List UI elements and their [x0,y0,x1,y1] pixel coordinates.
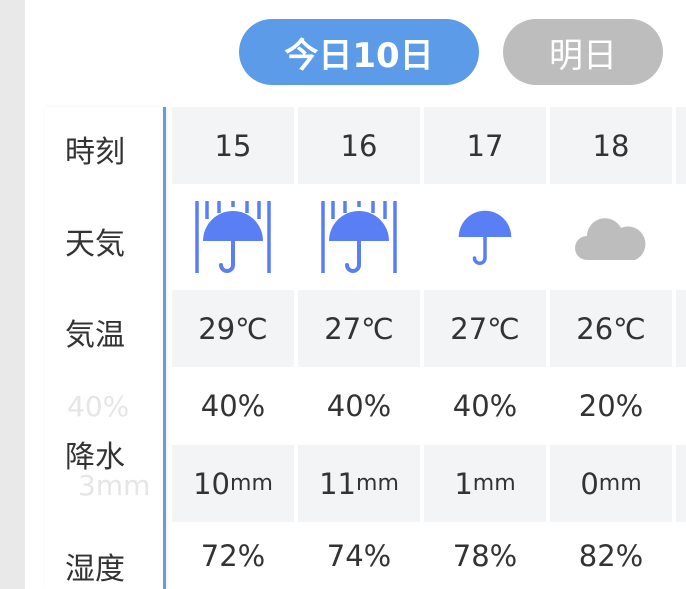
side-strip [0,0,25,589]
cloud-icon [575,218,646,260]
label-humidity: 湿度 [65,552,125,587]
precip-amount-cell: 1 mm [424,445,546,522]
precip-prob-cell: 40% [200,389,266,423]
precip-prob-cell: 20% [578,389,644,423]
label-column: 40% 3mm 時刻 天気 気温 降水 湿度 [45,107,166,589]
amount-value: 11 [319,466,357,501]
heavy-rain-icon [195,201,271,273]
amount-value: 1 [454,466,473,501]
label-temp: 気温 [65,318,125,353]
tab-today[interactable]: 今日10日 [239,19,479,85]
label-precip: 降水 [65,440,125,475]
ghost-precip-prob: 40% [67,390,130,423]
weather-cell [172,184,294,290]
rain-umbrella-icon [458,210,512,265]
heavy-rain-icon [321,201,397,273]
humidity-cell: 72% [200,538,266,573]
amount-value: 10 [193,466,231,501]
hour-cell: 16 [298,107,420,184]
partial-cell [676,290,686,367]
temp-cell: 27℃ [298,290,420,367]
label-weather: 天気 [65,227,125,262]
humidity-cell: 78% [452,538,518,573]
partial-cell [676,107,686,184]
ghost-precip-amount: 3mm [78,469,151,502]
humidity-cell: 82% [578,538,644,573]
weather-cell [298,184,420,290]
partial-cell [676,184,686,290]
weather-cell [424,184,546,290]
hour-cell: 17 [424,107,546,184]
humidity-cell: 74% [326,538,392,573]
temp-cell: 26℃ [550,290,672,367]
amount-unit: mm [230,471,273,496]
partial-cell [676,522,686,589]
row-humidity: 72% 74% 78% 82% [172,522,686,589]
precip-amount-cell: 10 mm [172,445,294,522]
label-time: 時刻 [65,135,125,170]
amount-unit: mm [356,471,399,496]
precip-amount-cell: 0 mm [550,445,672,522]
weather-cell [550,184,672,290]
forecast-grid: 15 16 17 18 29℃ 27℃ 27℃ 26℃ 40% 40% 40% 20% 10 mm 1… [172,107,686,589]
partial-cell [676,367,686,445]
temp-cell: 27℃ [424,290,546,367]
tab-tomorrow[interactable]: 明日 [503,19,663,85]
hour-cell: 15 [172,107,294,184]
row-temp: 29℃ 27℃ 27℃ 26℃ [172,290,686,367]
row-precip-prob: 40% 40% 40% 20% [172,367,686,445]
hour-cell: 18 [550,107,672,184]
row-weather [172,184,686,290]
temp-cell: 29℃ [172,290,294,367]
precip-prob-cell: 40% [452,389,518,423]
row-precip-amount: 10 mm 11 mm 1 mm 0 mm [172,445,686,522]
precip-prob-cell: 40% [326,389,392,423]
partial-cell [676,445,686,522]
amount-value: 0 [580,466,599,501]
row-time: 15 16 17 18 [172,107,686,184]
amount-unit: mm [472,471,516,496]
precip-amount-cell: 11 mm [298,445,420,522]
amount-unit: mm [598,471,642,496]
